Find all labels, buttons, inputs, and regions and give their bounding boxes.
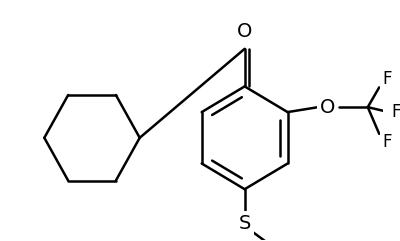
Text: S: S: [238, 214, 251, 233]
Text: O: O: [320, 98, 335, 117]
Text: O: O: [237, 21, 252, 40]
Text: F: F: [392, 103, 400, 121]
Text: F: F: [382, 70, 392, 88]
Text: F: F: [382, 133, 392, 151]
